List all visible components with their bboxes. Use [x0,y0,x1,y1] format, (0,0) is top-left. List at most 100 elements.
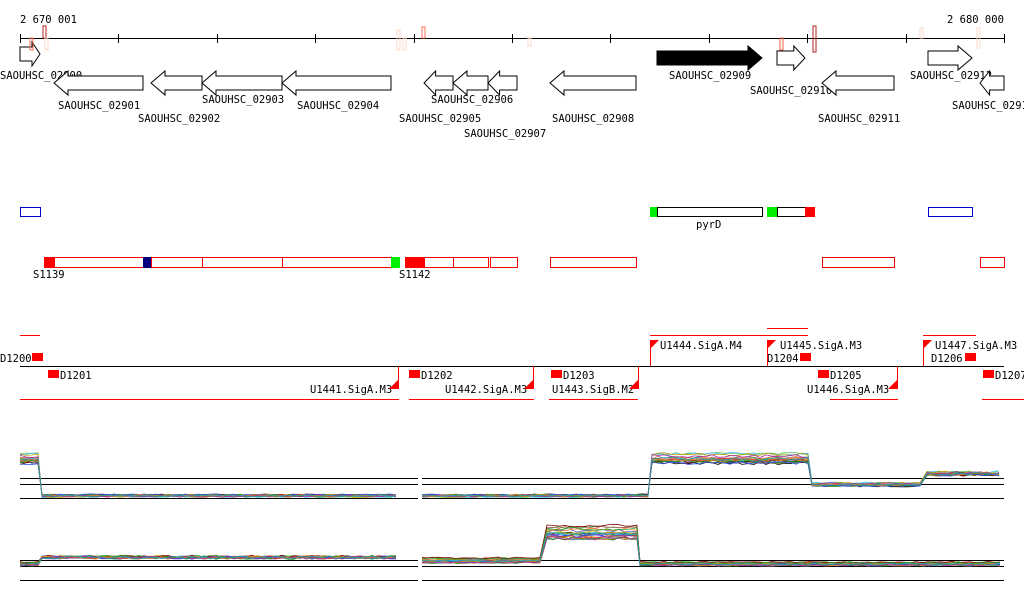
segment-box [391,257,400,268]
expression-trace [19,458,1000,497]
site-marker [527,37,532,47]
expression-trace [19,457,1000,497]
terminator-icon [524,380,533,389]
site-marker [779,37,784,51]
gene-arrow-icon [53,69,144,97]
gene-label: SAOUHSC_02907 [464,128,546,140]
segment-box [44,257,55,268]
gene-arrow-icon [281,69,392,97]
expression-trace [19,452,1000,498]
gene-label: SAOUHSC_02906 [431,94,513,106]
feature-marker-icon [965,353,976,361]
promoter-box [20,207,41,217]
segment-box [980,257,1005,268]
expression-trace [19,458,1000,497]
site-marker [42,25,47,39]
expression-trace [19,531,1001,566]
site-marker [29,37,34,51]
feature-label: U1445.SigA.M3 [780,340,862,352]
site-marker [421,26,426,39]
expression-trace [19,532,1001,566]
track-gap [418,440,422,600]
feature-marker-icon [409,370,420,378]
gene-track: SAOUHSC_02900SAOUHSC_02901SAOUHSC_02902S… [0,40,1024,140]
gene[interactable]: SAOUHSC_02901 [53,69,144,112]
site-marker [402,37,407,51]
gene[interactable]: SAOUHSC_02904 [281,69,392,112]
site-marker [976,27,981,49]
gene-label: SAOUHSC_02908 [552,113,634,125]
segment-box [151,257,203,268]
gene-arrow-icon [821,69,895,97]
gene[interactable]: SAOUHSC_02909 [656,44,763,82]
segment-box [405,257,425,268]
operon-start [767,207,778,217]
annotation-tracks [20,207,1005,268]
gene-label: SAOUHSC_02912 [910,70,992,82]
gene-arrow-icon [776,44,806,72]
feature-label: U1444.SigA.M4 [660,340,742,352]
operon-box [777,207,806,217]
segment-box [822,257,895,268]
feature-label: U1446.SigA.M3 [807,384,889,396]
gene-label: SAOUHSC_0291 [952,100,1024,112]
expression-trace [19,458,1000,497]
feature-label: U1443.SigB.M2 [552,384,634,396]
gene[interactable]: SAOUHSC_02906 [431,69,513,106]
feature-label: D1201 [60,370,92,382]
gene-arrow-icon [201,69,283,97]
site-marker [396,29,401,51]
gene-arrow-icon [549,69,637,97]
expression-trace [19,458,1000,497]
feature-marker-icon [32,353,43,361]
segment-box [143,257,152,268]
feature-label: U1441.SigA.M3 [310,384,392,396]
gene[interactable]: SAOUHSC_02905 [399,69,481,125]
gene-label: SAOUHSC_02909 [669,70,751,82]
expression-trace [19,451,1000,499]
segment-box [424,257,454,268]
promoter-flag-icon [650,340,659,349]
operon-end [805,207,815,217]
feature-label: U1442.SigA.M3 [445,384,527,396]
expression-trace [19,452,1000,498]
gene-label: SAOUHSC_02904 [297,100,379,112]
axis-start-label: 2 670 001 [20,14,77,26]
segment-box [453,257,489,268]
gene-arrow-icon [487,69,518,97]
feature-label: D1202 [421,370,453,382]
segment-box [550,257,637,268]
promoter-box [928,207,973,217]
gene-label: SAOUHSC_02910 [750,85,832,97]
site-marker [44,37,49,51]
gene[interactable]: SAOUHSC_02903 [201,69,284,106]
feature-marker-icon [983,370,994,378]
gene[interactable]: SAOUHSC_02902 [138,69,220,125]
gene[interactable]: SAOUHSC_02907 [464,69,546,140]
gene-label: SAOUHSC_02911 [818,113,900,125]
segment-box [54,257,144,268]
gene-label: SAOUHSC_02903 [202,94,284,106]
segment-label: S1139 [33,269,65,281]
feature-label: D1203 [563,370,595,382]
gene[interactable]: SAOUHSC_02910 [750,44,832,97]
expression-trace [19,456,1000,498]
gene-arrow-icon [927,44,973,72]
gene[interactable]: SAOUHSC_0291 [952,69,1024,112]
gene[interactable]: SAOUHSC_02911 [818,69,900,125]
feature-label: D1206 [931,353,963,365]
expression-trace [19,457,1000,497]
gene-arrow-icon [19,40,41,68]
feature-label: D1207 [995,370,1024,382]
feature-marker-icon [818,370,829,378]
feature-marker-icon [551,370,562,378]
gene-arrow-icon [656,44,763,72]
expression-trace [19,458,1000,497]
gene[interactable]: SAOUHSC_02908 [549,69,637,125]
position-axis [20,25,1005,53]
feature-label: D1204 [767,353,799,365]
feature-marker-icon [800,353,811,361]
gene[interactable]: SAOUHSC_02912 [910,44,992,82]
site-marker [812,25,817,53]
